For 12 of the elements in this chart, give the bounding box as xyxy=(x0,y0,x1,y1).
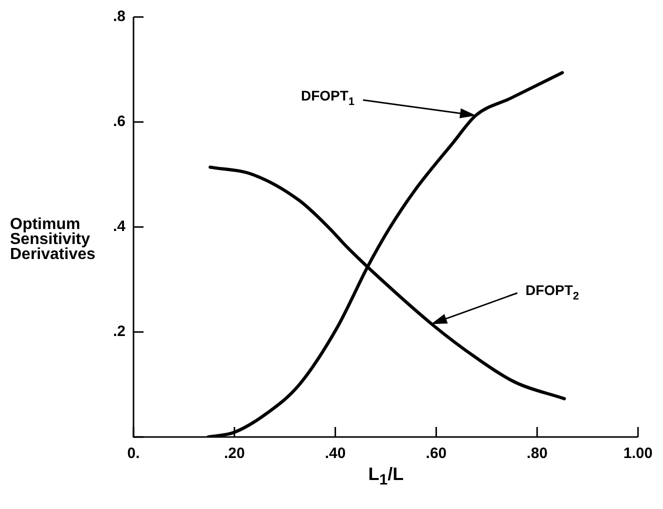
x-tick-label: 1.00 xyxy=(623,445,653,462)
y-tick-label: .2 xyxy=(112,323,126,340)
y-tick-label: .6 xyxy=(112,113,126,130)
y-axis-title: Optimum Sensitivity Derivatives xyxy=(10,216,96,263)
y-tick-label: .8 xyxy=(112,8,126,26)
y-tick-label: .4 xyxy=(112,218,126,236)
x-tick-label: .80 xyxy=(526,445,548,462)
x-tick-label: .20 xyxy=(224,445,245,462)
x-tick-label: .60 xyxy=(426,445,447,462)
x-axis-title: L$_{1}$/L xyxy=(368,464,404,489)
x-tick-label: 0. xyxy=(127,445,140,462)
x-tick-label: .40 xyxy=(324,445,346,462)
